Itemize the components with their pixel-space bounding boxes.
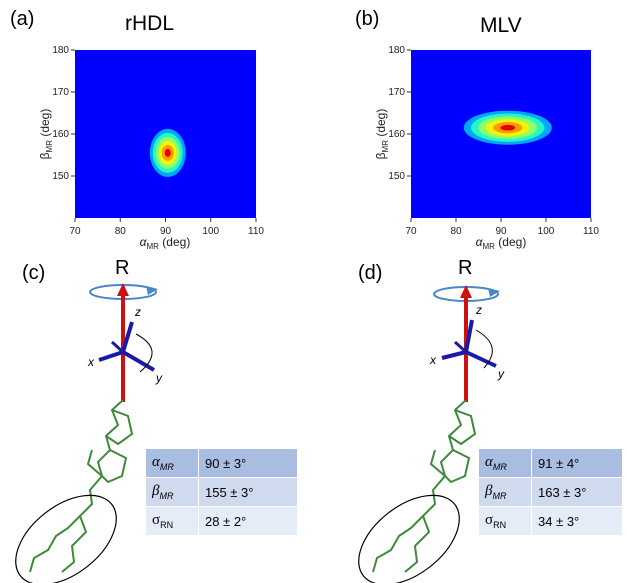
panel-a-title: rHDL bbox=[125, 12, 175, 35]
table-row: σRN 28 ± 2° bbox=[145, 506, 298, 536]
molecule-ring-2 bbox=[444, 449, 471, 484]
frame-axis-y bbox=[121, 350, 156, 372]
molecule-chain bbox=[61, 399, 124, 573]
param-symbol: σRN bbox=[145, 506, 199, 536]
frame-axis-z bbox=[464, 319, 474, 353]
frame-axis-x bbox=[98, 350, 124, 362]
highlight-ellipse bbox=[358, 494, 460, 583]
table-row: αMR 90 ± 3° bbox=[145, 448, 298, 478]
angle-arc bbox=[475, 329, 493, 369]
heatmap-mlv: 70 80 90 100 110 150 160 170 180 αMR (deg) βMR … bbox=[374, 45, 599, 251]
table-row: σRN 34 ± 3° bbox=[478, 506, 623, 536]
x-axis-label: αMR (deg) bbox=[140, 235, 191, 251]
x-tick-label: 110 bbox=[583, 226, 599, 237]
y-tick-label: 180 bbox=[52, 45, 69, 56]
x-tick-label: 80 bbox=[450, 226, 462, 237]
x-ticks: 70 80 90 100 110 bbox=[405, 218, 599, 237]
rotation-axis-label: R bbox=[115, 257, 129, 279]
y-tick-label: 150 bbox=[52, 171, 69, 182]
param-value: 28 ± 2° bbox=[198, 506, 298, 536]
molecule-ring-2 bbox=[101, 449, 128, 484]
y-axis-label: βMR (deg) bbox=[374, 109, 390, 160]
param-symbol: βMR bbox=[145, 477, 199, 507]
panel-d-label: (d) bbox=[358, 262, 383, 284]
molecule-tail bbox=[372, 515, 424, 573]
frame-label-x: x bbox=[87, 355, 95, 369]
frame-axis-y bbox=[465, 350, 497, 368]
param-value: 90 ± 3° bbox=[198, 448, 298, 478]
molecule-diagram-c: R z x y bbox=[15, 257, 163, 583]
axis-arrowhead bbox=[117, 283, 129, 296]
molecule-ring-3 bbox=[86, 449, 103, 477]
x-tick-label: 80 bbox=[115, 226, 127, 237]
param-symbol: αMR bbox=[145, 448, 199, 478]
table-row: αMR 91 ± 4° bbox=[478, 448, 623, 478]
y-tick-label: 170 bbox=[52, 87, 69, 98]
frame-label-y: y bbox=[155, 371, 163, 385]
table-row: βMR 163 ± 3° bbox=[478, 477, 623, 507]
param-value: 34 ± 3° bbox=[531, 506, 623, 536]
param-value: 163 ± 3° bbox=[531, 477, 623, 507]
molecule-diagram-d: R z x y bbox=[358, 257, 505, 583]
y-tick-label: 160 bbox=[52, 129, 69, 140]
x-ticks: 70 80 90 100 110 bbox=[69, 218, 264, 237]
rotation-arrowhead bbox=[146, 286, 158, 295]
y-tick-label: 180 bbox=[388, 45, 405, 56]
param-symbol: αMR bbox=[478, 448, 532, 478]
angle-arc bbox=[135, 333, 153, 373]
y-axis-label: βMR (deg) bbox=[38, 109, 54, 160]
molecule-ring-1 bbox=[448, 409, 477, 446]
frame-axis-back bbox=[110, 340, 125, 354]
panel-b-title: MLV bbox=[480, 14, 522, 37]
parameter-table-c: αMR 90 ± 3° βMR 155 ± 3° σRN 28 ± 2° bbox=[145, 448, 298, 536]
molecule-ring-1 bbox=[105, 409, 134, 446]
frame-axis-back bbox=[453, 340, 468, 354]
param-symbol: σRN bbox=[478, 506, 532, 536]
molecule-chain bbox=[404, 399, 467, 573]
heatmap-rhdl: 70 80 90 100 110 150 160 170 180 αMR (deg) βMR … bbox=[38, 45, 264, 251]
frame-axis-x bbox=[441, 350, 467, 360]
x-tick-label: 90 bbox=[495, 226, 507, 237]
frame-label-z: z bbox=[475, 303, 482, 317]
param-symbol: βMR bbox=[478, 477, 532, 507]
param-value: 155 ± 3° bbox=[198, 477, 298, 507]
contour-group bbox=[149, 128, 186, 177]
highlight-ellipse bbox=[15, 494, 117, 583]
parameter-table-d: αMR 91 ± 4° βMR 163 ± 3° σRN 34 ± 3° bbox=[478, 448, 623, 536]
panel-a-label: (a) bbox=[10, 8, 35, 30]
frame-label-z: z bbox=[134, 305, 141, 319]
x-tick-label: 100 bbox=[538, 226, 555, 237]
x-tick-label: 110 bbox=[248, 226, 264, 237]
contour-level-6 bbox=[164, 148, 171, 157]
molecule-ring-3 bbox=[429, 449, 446, 477]
rotation-axis-label: R bbox=[458, 257, 472, 279]
contour-level-6 bbox=[500, 124, 516, 131]
frame-label-x: x bbox=[429, 353, 437, 367]
panel-c-label: (c) bbox=[22, 262, 46, 284]
frame-label-y: y bbox=[497, 367, 505, 381]
molecule-tail bbox=[29, 515, 81, 573]
x-axis-label: αMR (deg) bbox=[476, 235, 527, 251]
y-ticks: 150 160 170 180 bbox=[52, 45, 75, 182]
y-tick-label: 170 bbox=[388, 87, 405, 98]
y-ticks: 150 160 170 180 bbox=[388, 45, 411, 182]
y-tick-label: 160 bbox=[388, 129, 405, 140]
panel-b-label: (b) bbox=[355, 8, 380, 30]
x-tick-label: 90 bbox=[160, 226, 172, 237]
frame-axis-z bbox=[121, 321, 134, 353]
x-tick-label: 70 bbox=[69, 226, 81, 237]
axis-arrowhead bbox=[460, 285, 472, 298]
table-row: βMR 155 ± 3° bbox=[145, 477, 298, 507]
param-value: 91 ± 4° bbox=[531, 448, 623, 478]
x-tick-label: 70 bbox=[405, 226, 417, 237]
rotation-arrowhead bbox=[488, 288, 500, 297]
x-tick-label: 100 bbox=[202, 226, 219, 237]
y-tick-label: 150 bbox=[388, 171, 405, 182]
contour-group bbox=[463, 110, 552, 145]
